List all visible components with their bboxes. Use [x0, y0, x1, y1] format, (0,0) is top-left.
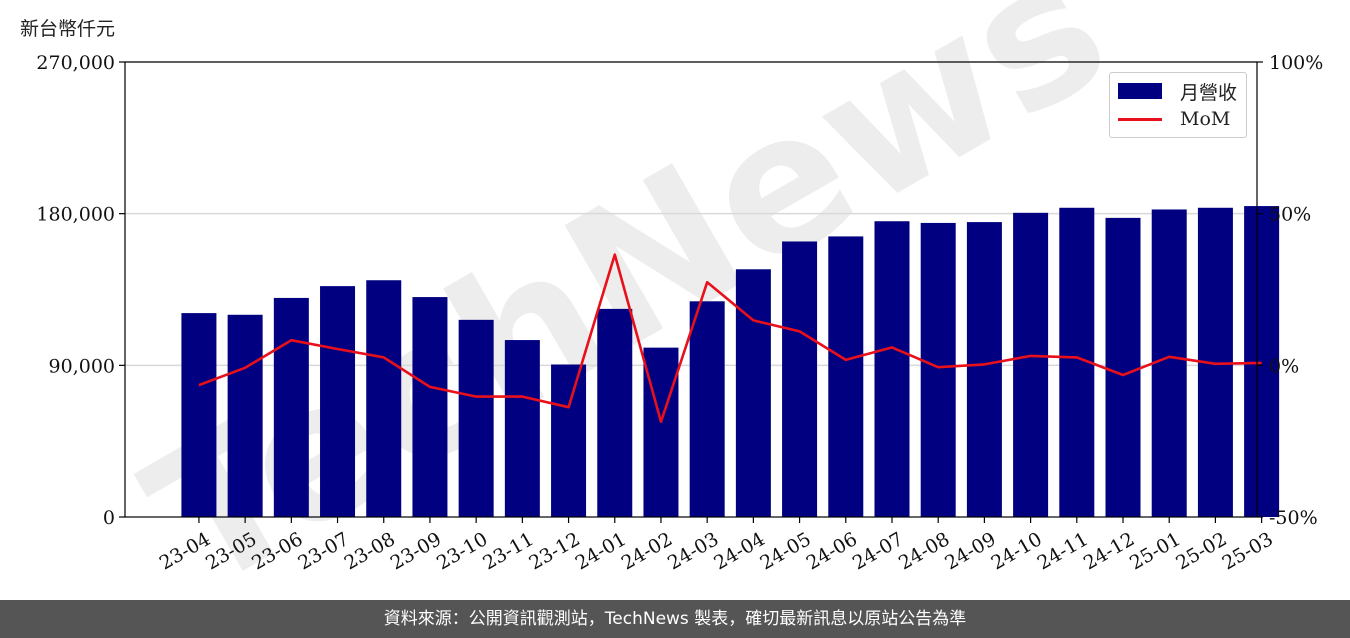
bar-24-09 — [966, 222, 1002, 517]
right-tick-label-2: 50% — [1269, 204, 1311, 226]
x-tick-label-24-05: 24-05 — [756, 528, 814, 574]
left-tick-label-1: 90,000 — [49, 355, 115, 377]
bar-24-03 — [689, 301, 725, 517]
bar-23-09 — [412, 297, 448, 517]
bar-23-11 — [504, 340, 540, 517]
x-tick-label-23-11: 23-11 — [479, 528, 537, 574]
legend-swatch-bar — [1118, 83, 1162, 99]
left-tick-label-3: 270,000 — [36, 52, 115, 74]
left-tick-label-2: 180,000 — [36, 204, 115, 226]
x-tick-label-24-04: 24-04 — [710, 528, 768, 574]
x-tick-label-24-02: 24-02 — [618, 528, 676, 574]
right-tick-label-0: -50% — [1269, 507, 1318, 529]
bar-24-06 — [828, 236, 864, 517]
x-tick-label-24-03: 24-03 — [664, 528, 722, 574]
legend-swatch-line — [1118, 117, 1162, 121]
bar-24-07 — [874, 221, 910, 517]
mom-line — [198, 253, 1262, 424]
bar-23-06 — [273, 297, 309, 517]
bar-23-08 — [366, 280, 402, 517]
x-tick-label-24-07: 24-07 — [849, 528, 907, 574]
x-tick-label-25-01: 25-01 — [1126, 528, 1184, 574]
x-tick-label-25-02: 25-02 — [1172, 528, 1230, 574]
bar-23-05 — [227, 314, 263, 517]
bar-24-12 — [1105, 217, 1141, 517]
legend-label-mom: MoM — [1180, 108, 1231, 130]
source-footer: 資料來源：公開資訊觀測站，TechNews 製表，確切最新訊息以原站公告為準 — [0, 600, 1350, 638]
mom-line-series — [198, 253, 1262, 424]
right-tick-label-1: 0% — [1269, 355, 1299, 377]
x-tick-label-24-06: 24-06 — [803, 528, 861, 574]
bar-23-07 — [320, 286, 356, 517]
x-tick-label-24-09: 24-09 — [941, 528, 999, 574]
plot-frame — [124, 61, 1258, 518]
bar-25-03 — [1244, 206, 1280, 518]
left-tick-label-0: 0 — [103, 507, 115, 529]
legend-label-revenue: 月營收 — [1180, 81, 1238, 104]
x-tick-label-24-01: 24-01 — [572, 528, 630, 574]
x-tick-label-24-08: 24-08 — [895, 528, 953, 574]
bar-25-01 — [1151, 209, 1187, 517]
right-tick-label-3: 100% — [1269, 52, 1323, 74]
bar-24-01 — [597, 308, 633, 517]
bar-24-05 — [782, 241, 818, 517]
bar-23-12 — [551, 364, 587, 517]
bar-24-08 — [920, 222, 956, 517]
y-axis-unit-label: 新台幣仟元 — [20, 18, 116, 40]
chart-canvas: TechNews 090,000180,000270,000-50%0%50%1… — [36, 0, 1323, 600]
x-tick-label-24-11: 24-11 — [1034, 528, 1092, 574]
x-tick-label-25-03: 25-03 — [1218, 528, 1276, 574]
bar-23-04 — [181, 313, 217, 517]
bar-24-04 — [735, 269, 771, 517]
x-tick-label-23-09: 23-09 — [387, 528, 445, 574]
x-tick-label-24-12: 24-12 — [1080, 528, 1138, 574]
x-tick-label-23-12: 23-12 — [525, 528, 583, 574]
bar-23-10 — [458, 319, 494, 517]
legend: 月營收 MoM — [1109, 72, 1247, 138]
legend-item-mom: MoM — [1118, 107, 1230, 131]
x-tick-label-23-10: 23-10 — [433, 528, 491, 574]
bar-24-10 — [1013, 212, 1049, 517]
legend-item-revenue: 月營收 — [1118, 79, 1238, 104]
x-tick-label-24-10: 24-10 — [987, 528, 1045, 574]
